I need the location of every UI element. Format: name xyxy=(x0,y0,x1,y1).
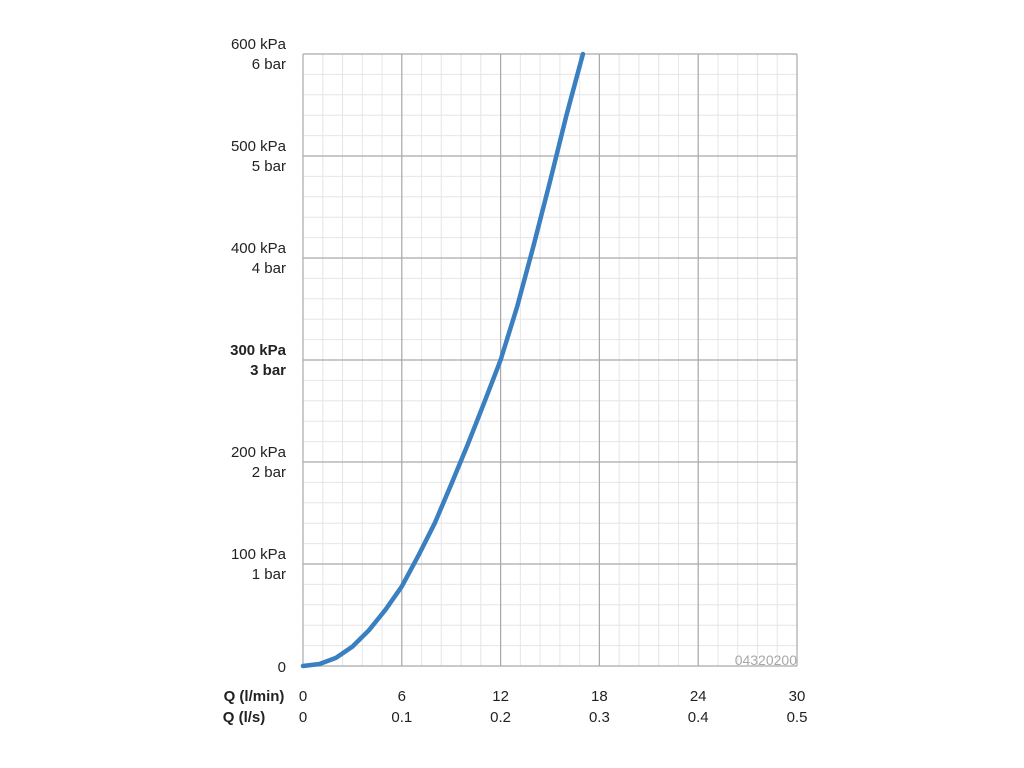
y-tick-label-kpa: 500 kPa xyxy=(231,138,287,155)
y-tick-label-zero: 0 xyxy=(278,659,286,676)
y-tick-label-kpa: 100 kPa xyxy=(231,546,287,563)
y-tick-label-kpa: 300 kPa xyxy=(230,342,287,359)
y-tick-label-bar: 4 bar xyxy=(252,260,286,277)
x-axis-title-primary: Q (l/min) xyxy=(224,688,285,705)
x-axis-title-secondary: Q (l/s) xyxy=(223,709,266,726)
y-tick-label-bar: 6 bar xyxy=(252,56,286,73)
x-tick-label-ls: 0 xyxy=(299,709,307,726)
x-tick-label-ls: 0.4 xyxy=(688,709,709,726)
series-layer xyxy=(300,51,586,669)
y-tick-label-kpa: 600 kPa xyxy=(231,36,287,53)
x-tick-label-lmin: 18 xyxy=(591,688,608,705)
x-tick-label-lmin: 24 xyxy=(690,688,707,705)
y-tick-label-kpa: 400 kPa xyxy=(231,240,287,257)
x-tick-label-lmin: 6 xyxy=(398,688,406,705)
x-tick-label-ls: 0.5 xyxy=(787,709,808,726)
y-tick-label-bar: 3 bar xyxy=(250,362,286,379)
x-tick-label-lmin: 12 xyxy=(492,688,509,705)
x-axis-labels: 0 0 6 0.1 12 0.2 18 0.3 24 0.4 30 0.5 xyxy=(299,688,808,726)
y-tick-label-bar: 1 bar xyxy=(252,566,286,583)
major-grid xyxy=(302,53,798,667)
y-tick-label-kpa: 200 kPa xyxy=(231,444,287,461)
series-line xyxy=(300,51,586,669)
y-axis-labels: 0 100 kPa 1 bar 200 kPa 2 bar 300 kPa 3 bar 400… xyxy=(230,36,287,676)
x-tick-label-ls: 0.2 xyxy=(490,709,511,726)
x-tick-label-ls: 0.3 xyxy=(589,709,610,726)
x-tick-label-lmin: 0 xyxy=(299,688,307,705)
x-tick-label-ls: 0.1 xyxy=(391,709,412,726)
y-tick-label-bar: 5 bar xyxy=(252,158,286,175)
x-tick-label-lmin: 30 xyxy=(789,688,806,705)
chart-code-annotation: 04320200 xyxy=(735,652,798,668)
y-tick-label-bar: 2 bar xyxy=(252,464,286,481)
